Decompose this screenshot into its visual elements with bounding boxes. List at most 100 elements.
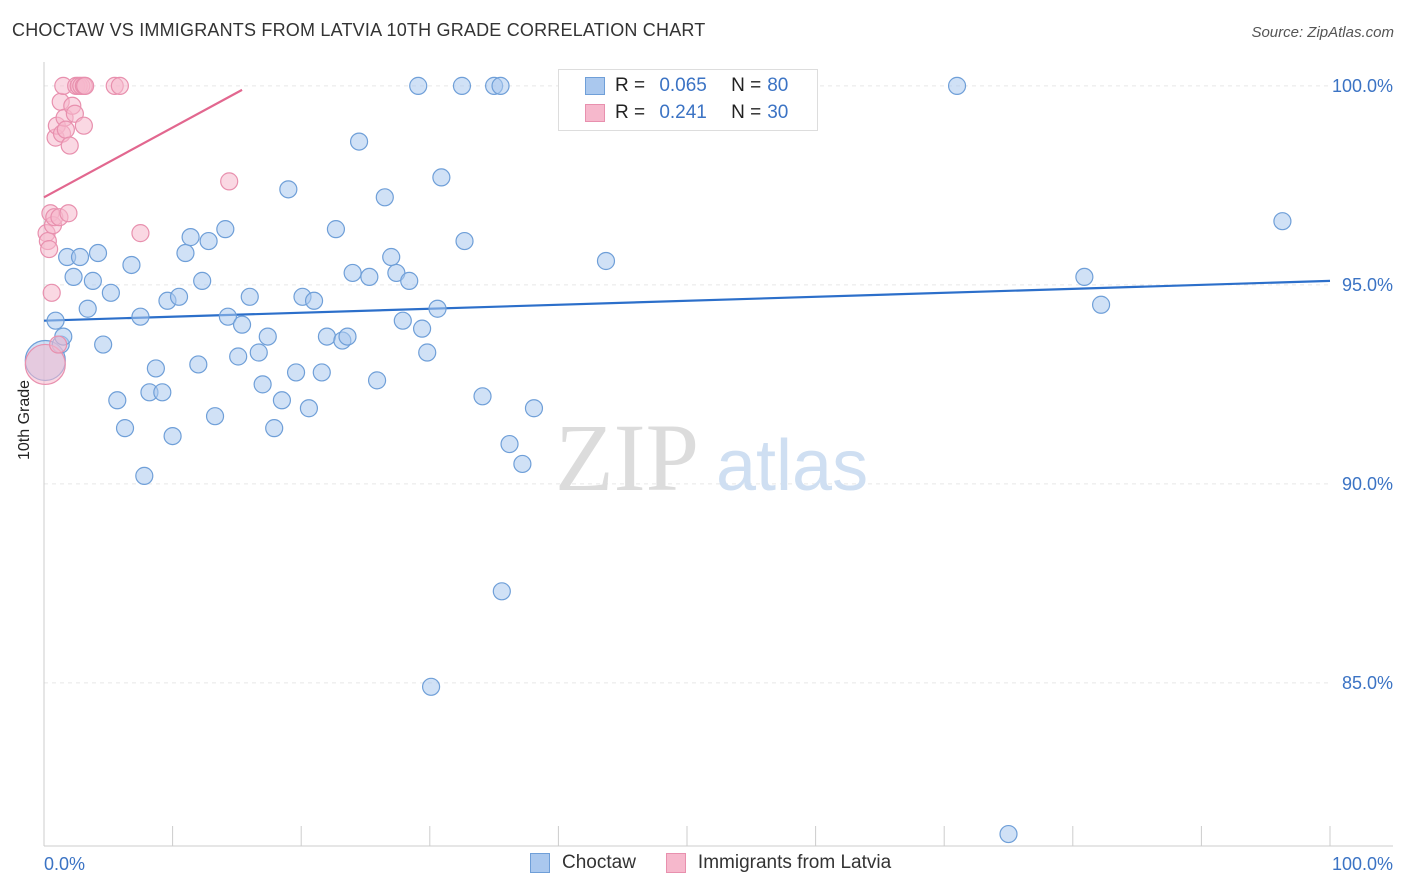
legend-r-value: 0.241	[659, 102, 707, 123]
data-point-choctaw	[491, 76, 510, 95]
data-point-latvia	[40, 239, 59, 259]
data-point-choctaw	[412, 319, 432, 338]
legend-n-label: N =	[731, 75, 762, 96]
data-point-choctaw	[108, 391, 127, 410]
data-point-choctaw	[229, 347, 248, 366]
data-point-choctaw	[455, 231, 474, 251]
data-point-choctaw	[421, 677, 441, 696]
data-point-choctaw	[176, 243, 195, 263]
data-point-choctaw	[249, 343, 268, 362]
x-tick-label: 0.0%	[44, 854, 85, 874]
data-point-choctaw	[999, 824, 1018, 844]
data-point-latvia	[49, 335, 68, 354]
data-point-choctaw	[492, 582, 511, 601]
data-point-choctaw	[94, 335, 113, 354]
trend-line-latvia	[43, 88, 243, 199]
data-point-choctaw	[317, 327, 337, 346]
data-point-choctaw	[1273, 212, 1292, 231]
legend-n-value: 80	[767, 75, 789, 96]
legend-r-label: R =	[615, 75, 646, 96]
series-latvia	[24, 76, 239, 386]
data-point-choctaw	[393, 311, 412, 330]
source-credit: Source: ZipAtlas.com	[1251, 24, 1394, 41]
watermark-atlas: atlas	[716, 426, 868, 506]
data-point-choctaw	[338, 327, 357, 346]
data-point-choctaw	[473, 387, 492, 406]
data-point-choctaw	[375, 188, 394, 207]
data-point-choctaw	[326, 220, 346, 239]
data-point-choctaw	[240, 287, 259, 306]
data-point-choctaw	[382, 247, 401, 267]
watermark-zip: ZIP	[555, 404, 699, 511]
data-point-latvia	[24, 343, 66, 386]
data-point-choctaw	[189, 355, 208, 374]
y-tick-label: 100.0%	[1332, 76, 1393, 96]
data-point-choctaw	[286, 363, 306, 382]
series-legend: Choctaw Immigrants from Latvia	[530, 852, 921, 874]
trend-lines	[43, 88, 1331, 322]
legend-label-choctaw: Choctaw	[562, 852, 636, 873]
data-point-latvia	[60, 136, 79, 155]
y-tick-label: 85.0%	[1342, 673, 1393, 693]
data-point-choctaw	[513, 454, 532, 474]
data-point-choctaw	[131, 307, 150, 326]
legend-row-choctaw: R = 0.065 N = 80	[585, 73, 794, 99]
data-point-choctaw	[88, 243, 108, 263]
data-point-choctaw	[312, 363, 331, 382]
data-point-latvia	[59, 204, 78, 223]
series-choctaw	[24, 76, 1292, 844]
legend-n-value: 30	[767, 102, 789, 123]
data-point-choctaw	[367, 371, 387, 390]
data-point-choctaw	[122, 255, 141, 275]
x-tick-label: 100.0%	[1332, 854, 1393, 874]
y-tick-label: 95.0%	[1342, 275, 1393, 295]
data-point-choctaw	[216, 220, 235, 239]
legend-r-value: 0.065	[659, 75, 707, 96]
data-point-choctaw	[253, 375, 272, 394]
y-tick-label: 90.0%	[1342, 474, 1393, 494]
trend-line-choctaw	[43, 279, 1331, 322]
data-point-choctaw	[349, 132, 369, 151]
data-point-choctaw	[452, 76, 472, 95]
data-point-latvia	[220, 172, 239, 191]
legend-swatch-latvia	[585, 104, 605, 122]
data-point-choctaw	[205, 407, 225, 426]
data-point-choctaw	[299, 399, 319, 418]
correlation-legend: R = 0.065 N = 80 R = 0.241 N = 30	[558, 69, 818, 131]
legend-n-label: N =	[731, 102, 762, 123]
data-point-choctaw	[135, 466, 154, 485]
data-point-choctaw	[524, 399, 544, 418]
data-point-choctaw	[193, 271, 212, 290]
data-point-choctaw	[1091, 295, 1111, 314]
legend-swatch-choctaw	[530, 853, 550, 873]
data-point-choctaw	[115, 419, 135, 438]
data-point-choctaw	[432, 168, 451, 187]
data-point-choctaw	[258, 327, 277, 346]
data-point-choctaw	[78, 299, 97, 318]
legend-item-choctaw: Choctaw	[530, 852, 636, 874]
data-point-choctaw	[83, 271, 102, 290]
data-point-latvia	[74, 116, 93, 135]
data-point-choctaw	[500, 434, 519, 454]
legend-row-latvia: R = 0.241 N = 30	[585, 100, 794, 126]
data-point-choctaw	[418, 343, 437, 362]
data-point-choctaw	[343, 263, 362, 283]
data-point-choctaw	[163, 426, 182, 446]
axes	[43, 62, 1393, 847]
data-point-latvia	[131, 224, 150, 243]
data-point-choctaw	[153, 383, 172, 402]
y-tick-labels: 85.0% 90.0% 95.0% 100.0%	[1332, 76, 1393, 693]
data-point-choctaw	[169, 287, 189, 306]
data-point-choctaw	[181, 228, 200, 247]
data-point-choctaw	[428, 299, 447, 318]
data-point-choctaw	[101, 283, 120, 302]
data-point-choctaw	[64, 267, 83, 287]
legend-r-label: R =	[615, 102, 646, 123]
data-point-choctaw	[596, 251, 616, 271]
gridlines	[44, 85, 1330, 684]
legend-swatch-choctaw	[585, 77, 605, 95]
data-point-choctaw	[360, 267, 379, 287]
data-point-choctaw	[1075, 267, 1094, 287]
data-point-choctaw	[199, 231, 218, 251]
